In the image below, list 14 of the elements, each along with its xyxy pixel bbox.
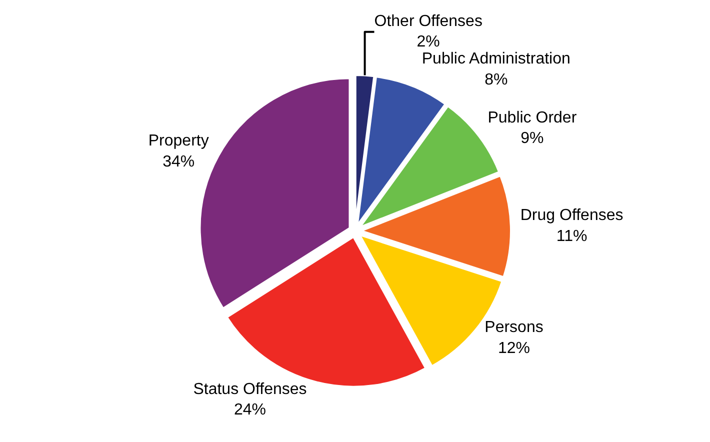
data-label: 9% — [520, 130, 544, 148]
data-label: 34% — [162, 153, 195, 170]
data-label: 2% — [416, 34, 440, 51]
slice-label: Property — [148, 132, 209, 150]
slice-label: Persons — [484, 319, 544, 336]
slice-label: Public Order — [488, 109, 578, 126]
data-label: 12% — [498, 340, 530, 358]
data-label: 11% — [556, 228, 588, 245]
slice-label: Public Administration — [422, 50, 570, 68]
slice-label: Other Offenses — [374, 12, 482, 30]
data-label: 24% — [234, 402, 266, 419]
data-label: 8% — [484, 72, 508, 89]
slice-label: Status Offenses — [193, 380, 307, 398]
slice-label: Drug Offenses — [520, 207, 624, 224]
